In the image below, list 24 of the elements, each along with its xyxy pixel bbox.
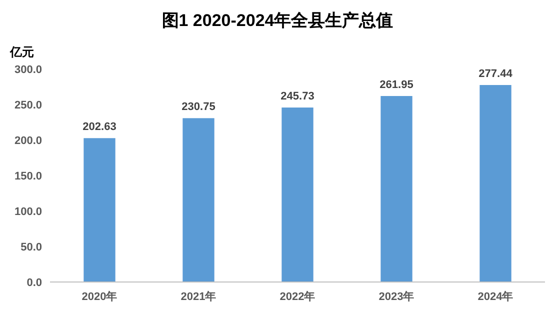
bar: [84, 138, 116, 282]
bar: [380, 96, 412, 282]
y-axis-title: 亿元: [9, 45, 34, 59]
x-tick-label: 2024年: [478, 290, 514, 303]
data-label: 245.73: [280, 90, 314, 103]
y-tick-label: 200.0: [14, 135, 42, 147]
y-tick-label: 100.0: [14, 206, 42, 218]
chart-title: 图1 2020-2024年全县生产总值: [162, 11, 394, 30]
data-label: 277.44: [478, 68, 514, 80]
data-label: 202.63: [82, 121, 116, 134]
data-label: 261.95: [380, 79, 414, 92]
y-tick-label: 50.0: [20, 242, 42, 254]
x-tick-label: 2021年: [180, 290, 216, 303]
bar: [182, 118, 214, 282]
bar: [480, 85, 512, 282]
bar: [282, 108, 314, 282]
y-tick-label: 150.0: [14, 170, 42, 182]
data-label: 230.75: [182, 101, 216, 114]
x-tick-label: 2020年: [82, 290, 118, 303]
x-tick-label: 2022年: [280, 290, 316, 303]
y-tick-label: 0.0: [26, 277, 42, 289]
y-tick-label: 250.0: [14, 100, 42, 112]
x-tick-label: 2023年: [378, 290, 414, 303]
y-tick-label: 300.0: [14, 64, 42, 76]
